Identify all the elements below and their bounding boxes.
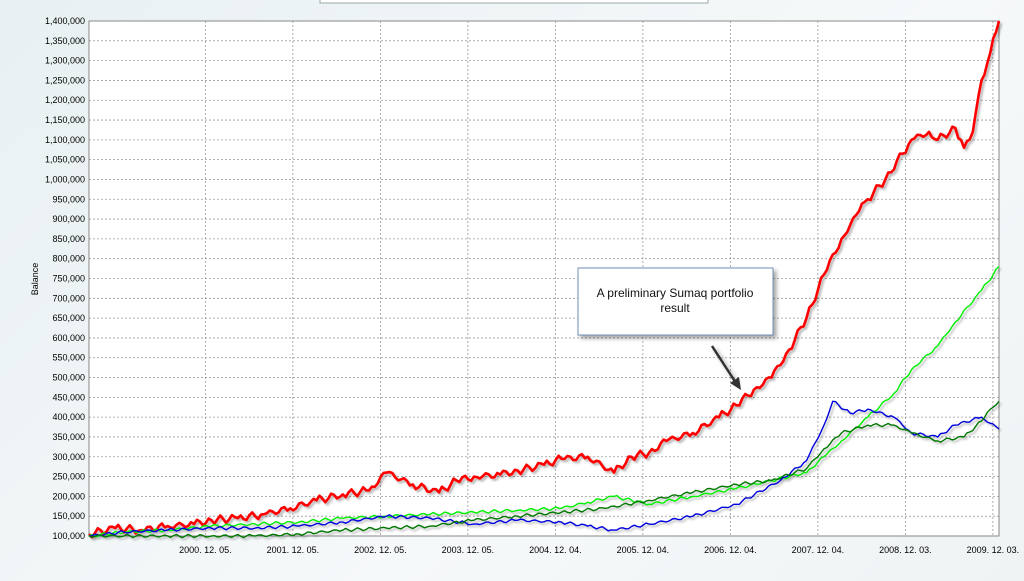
y-tick-label: 600,000: [52, 333, 85, 343]
y-tick-label: 650,000: [52, 313, 85, 323]
y-tick-label: 750,000: [52, 274, 85, 284]
y-tick-label: 1,200,000: [45, 95, 85, 105]
y-tick-label: 200,000: [52, 491, 85, 501]
x-tick-label: 2002. 12. 05.: [354, 545, 407, 555]
y-tick-label: 850,000: [52, 234, 85, 244]
x-tick-label: 2007. 12. 04.: [792, 545, 845, 555]
y-tick-label: 1,050,000: [45, 155, 85, 165]
y-tick-label: 1,350,000: [45, 36, 85, 46]
y-tick-label: 450,000: [52, 392, 85, 402]
y-tick-label: 1,300,000: [45, 56, 85, 66]
annotation-line-1: A preliminary Sumaq portfolio: [597, 286, 754, 300]
y-tick-label: 500,000: [52, 373, 85, 383]
x-tick-label: 2003. 12. 05.: [442, 545, 495, 555]
y-tick-label: 1,150,000: [45, 115, 85, 125]
x-tick-label: 2009. 12. 03.: [967, 545, 1020, 555]
y-axis: 100,000 150,000 200,000 250,000 300,000 350,0…: [45, 16, 85, 541]
y-tick-label: 700,000: [52, 293, 85, 303]
x-tick-label: 2000. 12. 05.: [179, 545, 232, 555]
y-tick-label: 800,000: [52, 254, 85, 264]
y-tick-label: 1,100,000: [45, 135, 85, 145]
annotation-line-2: result: [660, 301, 690, 315]
y-tick-label: 350,000: [52, 432, 85, 442]
x-tick-label: 2008. 12. 03.: [879, 545, 932, 555]
y-tick-label: 1,250,000: [45, 75, 85, 85]
x-axis: 2000. 12. 05. 2001. 12. 05. 2002. 12. 05. 2…: [179, 545, 1019, 555]
x-tick-label: 2006. 12. 04.: [704, 545, 757, 555]
y-tick-label: 400,000: [52, 412, 85, 422]
x-tick-label: 2004. 12. 04.: [529, 545, 582, 555]
x-tick-label: 2005. 12. 04.: [617, 545, 670, 555]
y-tick-label: 550,000: [52, 353, 85, 363]
y-tick-label: 1,000,000: [45, 174, 85, 184]
y-tick-label: 150,000: [52, 511, 85, 521]
x-tick-label: 2001. 12. 05.: [267, 545, 320, 555]
y-tick-label: 1,400,000: [45, 16, 85, 26]
y-tick-label: 900,000: [52, 214, 85, 224]
top-tab: [320, 0, 708, 3]
y-tick-label: 950,000: [52, 194, 85, 204]
y-tick-label: 250,000: [52, 472, 85, 482]
y-tick-label: 100,000: [52, 531, 85, 541]
y-tick-label: 300,000: [52, 452, 85, 462]
y-axis-title: Balance: [30, 263, 40, 296]
